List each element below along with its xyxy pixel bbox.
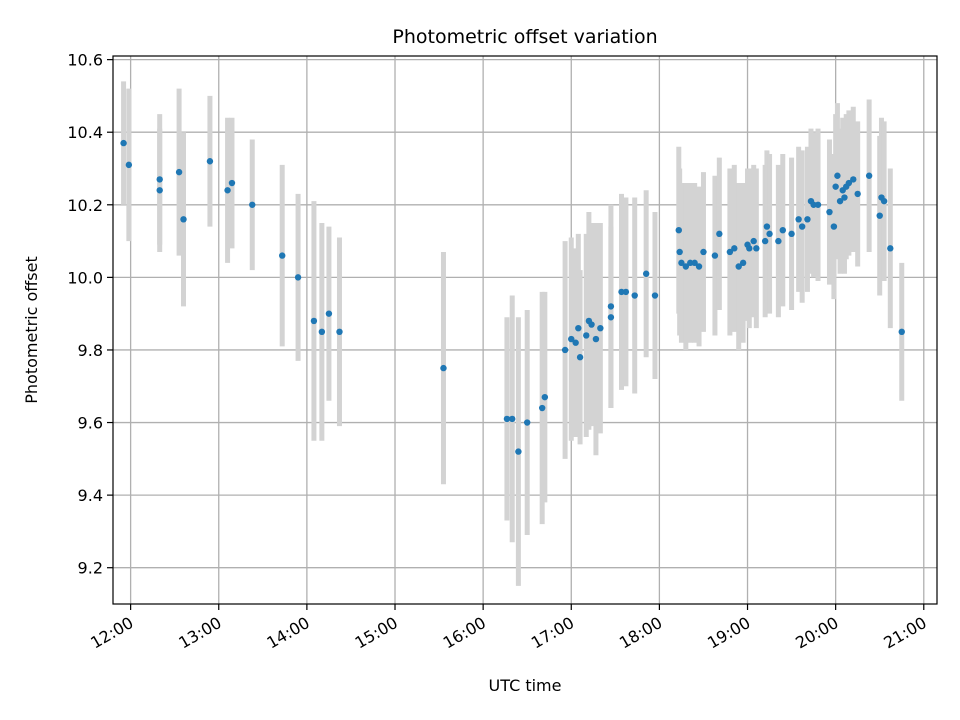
y-tick-label: 9.2 (78, 559, 103, 578)
data-point (175, 168, 183, 176)
data-point (850, 176, 857, 183)
data-point (795, 216, 802, 223)
data-point (726, 248, 734, 256)
data-point (561, 346, 569, 354)
data-point (798, 223, 806, 230)
data-point (695, 263, 703, 270)
data-point (310, 317, 318, 325)
data-point (763, 223, 771, 230)
data-point (691, 259, 698, 267)
y-tick-label: 10.2 (67, 196, 103, 215)
data-point (788, 230, 795, 238)
data-point (325, 310, 333, 317)
data-point (753, 245, 760, 252)
data-point (568, 335, 575, 343)
data-point (156, 176, 163, 183)
data-point (156, 187, 163, 194)
data-point (804, 216, 811, 223)
data-point (524, 419, 531, 426)
data-point (739, 259, 747, 267)
data-point (675, 226, 682, 234)
data-point (440, 364, 447, 372)
data-point (841, 194, 848, 201)
data-point (180, 216, 187, 223)
y-tick-label: 9.6 (78, 414, 103, 433)
y-tick-label: 9.8 (78, 341, 103, 360)
data-point (294, 274, 302, 281)
chart-title: Photometric offset variation (392, 26, 657, 48)
data-point (576, 354, 584, 361)
data-point (618, 288, 625, 296)
data-point (750, 237, 757, 245)
data-point (845, 179, 853, 187)
data-point (716, 230, 723, 238)
data-point (125, 161, 133, 169)
data-point (631, 292, 638, 299)
data-point (854, 190, 861, 198)
data-point (898, 328, 905, 336)
data-point (682, 263, 690, 270)
data-point (515, 448, 522, 455)
data-point (832, 183, 839, 190)
data-point (826, 208, 833, 216)
data-point (876, 212, 883, 219)
data-point (588, 321, 595, 328)
data-points (120, 139, 905, 455)
data-point (572, 339, 579, 346)
data-point (766, 230, 773, 238)
data-point (746, 245, 753, 252)
x-axis-label: UTC time (489, 676, 562, 695)
y-tick-label: 10.0 (67, 268, 103, 287)
data-point (761, 237, 769, 245)
data-point (597, 324, 604, 332)
y-axis-label: Photometric offset (22, 256, 41, 404)
data-point (711, 252, 719, 259)
data-point (583, 332, 590, 339)
data-point (651, 292, 659, 299)
data-point (503, 415, 511, 423)
data-point (887, 245, 894, 252)
data-point (538, 404, 546, 412)
data-point (622, 288, 630, 296)
data-point (810, 201, 817, 208)
data-point (836, 197, 844, 205)
plot-area-frame (112, 55, 938, 605)
y-tick-label: 10.4 (67, 123, 103, 142)
data-point (735, 263, 742, 270)
y-tick-label: 10.6 (67, 51, 103, 70)
data-point (865, 172, 873, 179)
data-point (834, 172, 841, 179)
data-point (779, 226, 786, 234)
data-point (775, 237, 782, 245)
data-point (700, 248, 707, 256)
data-point (880, 197, 888, 205)
data-point (607, 303, 615, 310)
data-point (731, 245, 738, 252)
data-point (607, 314, 615, 321)
data-point (120, 139, 127, 147)
data-point (279, 252, 286, 259)
y-axis: 9.2 9.4 9.6 9.8 10.0 10.2 10.4 10.6 (67, 51, 113, 578)
data-point (676, 248, 683, 256)
data-point (228, 179, 236, 187)
data-point (336, 328, 343, 336)
data-point (678, 259, 685, 267)
data-point (318, 328, 326, 336)
data-point (249, 201, 256, 208)
data-point (541, 393, 549, 401)
y-tick-label: 9.4 (78, 486, 103, 505)
data-point (592, 335, 600, 343)
data-point (642, 270, 650, 277)
data-point (224, 187, 231, 194)
data-point (814, 201, 822, 208)
data-point (206, 158, 214, 165)
data-point (830, 223, 838, 230)
data-point (509, 415, 516, 423)
data-point (575, 324, 582, 332)
data-point (687, 259, 694, 267)
